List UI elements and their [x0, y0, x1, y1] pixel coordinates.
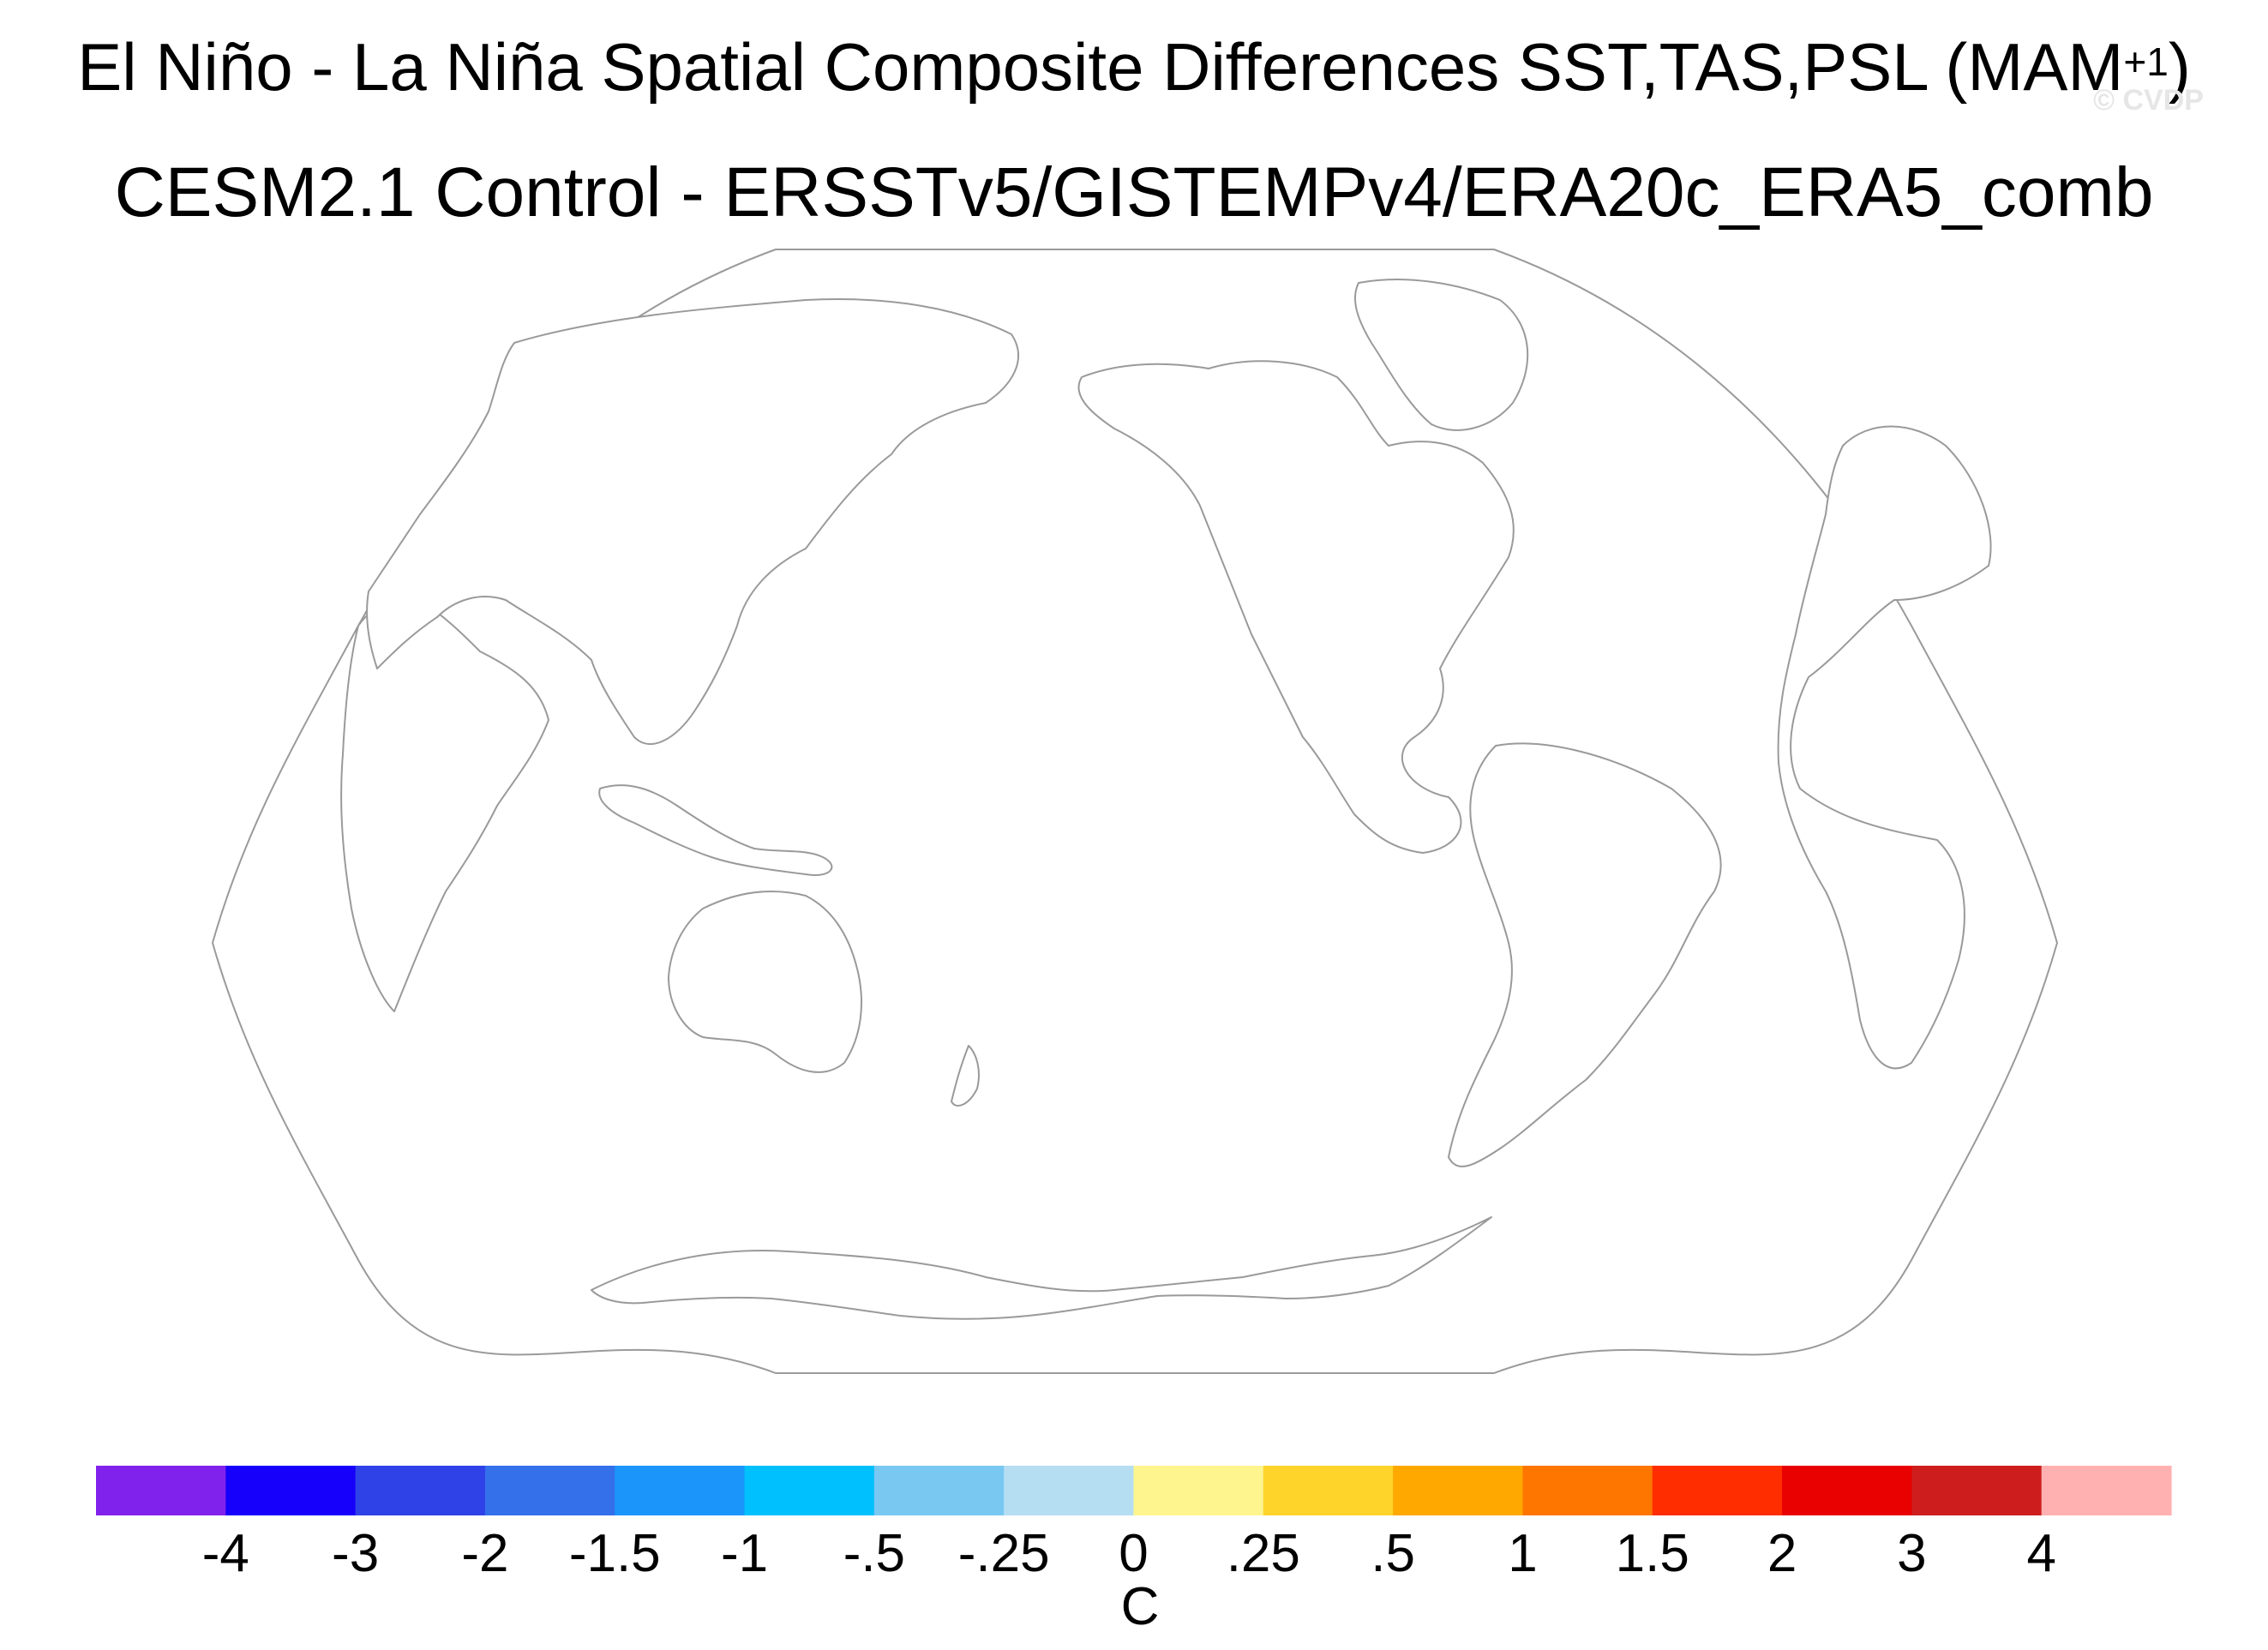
colorbar-box	[744, 1466, 875, 1515]
maritime-continent-coastline	[598, 784, 833, 876]
colorbar-tick-label: -.25	[957, 1524, 1050, 1583]
east-africa-coastline	[340, 596, 549, 1012]
south-america-coastline	[1448, 742, 1722, 1167]
plot-title-end: )	[2168, 29, 2191, 105]
australia-coastline	[668, 891, 862, 1073]
colorbar-tick-label: -1.5	[568, 1524, 661, 1583]
colorbar-box	[1522, 1466, 1653, 1515]
colorbar-box	[1652, 1466, 1783, 1515]
colorbar	[96, 1466, 2172, 1515]
colorbar-box	[1911, 1466, 2043, 1515]
colorbar-tick-label: -1	[720, 1524, 769, 1583]
colorbar-box	[873, 1466, 1005, 1515]
colorbar-tick-label: 1.5	[1615, 1524, 1689, 1583]
plot-title-main: El Niño - La Niña Spatial Composite Diff…	[77, 29, 2124, 105]
colorbar-tick-label: -4	[201, 1524, 249, 1583]
colorbar-tick-label: 2	[1767, 1524, 1797, 1583]
greenland-coastline	[1354, 279, 1529, 431]
colorbar-tick-label: -.5	[843, 1524, 906, 1583]
colorbar-box	[1263, 1466, 1394, 1515]
colorbar-tick-label: 4	[2026, 1524, 2056, 1583]
colorbar-box	[484, 1466, 615, 1515]
colorbar-tick-label: -2	[461, 1524, 509, 1583]
plot-title-superscript: +1	[2123, 39, 2169, 84]
colorbar-tick-label: .25	[1226, 1524, 1300, 1583]
colorbar-tick-label: -3	[332, 1524, 380, 1583]
africa-coastline	[1777, 425, 1992, 1070]
antarctica-coastline	[591, 1216, 1492, 1320]
colorbar-tick-label: 0	[1119, 1524, 1149, 1583]
colorbar-units: C	[1120, 1577, 1160, 1636]
plot-subtitle: CESM2.1 Control - ERSSTv5/GISTEMPv4/ERA2…	[114, 153, 2154, 231]
colorbar-tick-label: .5	[1371, 1524, 1415, 1583]
colorbar-tick-label: 1	[1508, 1524, 1538, 1583]
plot-title: El Niño - La Niña Spatial Composite Diff…	[0, 24, 2268, 110]
colorbar-box	[1393, 1466, 1524, 1515]
colorbar-box	[2041, 1466, 2172, 1515]
cvdp-watermark: © CVDP	[2093, 84, 2204, 117]
colorbar-box	[1004, 1466, 1135, 1515]
colorbar-box	[225, 1466, 357, 1515]
colorbar-box	[355, 1466, 486, 1515]
new-zealand-coastline	[951, 1045, 980, 1107]
colorbar-tick-label: 3	[1897, 1524, 1927, 1583]
eurasia-coastline	[366, 298, 1020, 746]
colorbar-box	[1133, 1466, 1264, 1515]
colorbar-box	[1782, 1466, 1912, 1515]
colorbar-box	[96, 1466, 226, 1515]
north-america-coastline	[1077, 360, 1515, 854]
colorbar-box	[615, 1466, 746, 1515]
